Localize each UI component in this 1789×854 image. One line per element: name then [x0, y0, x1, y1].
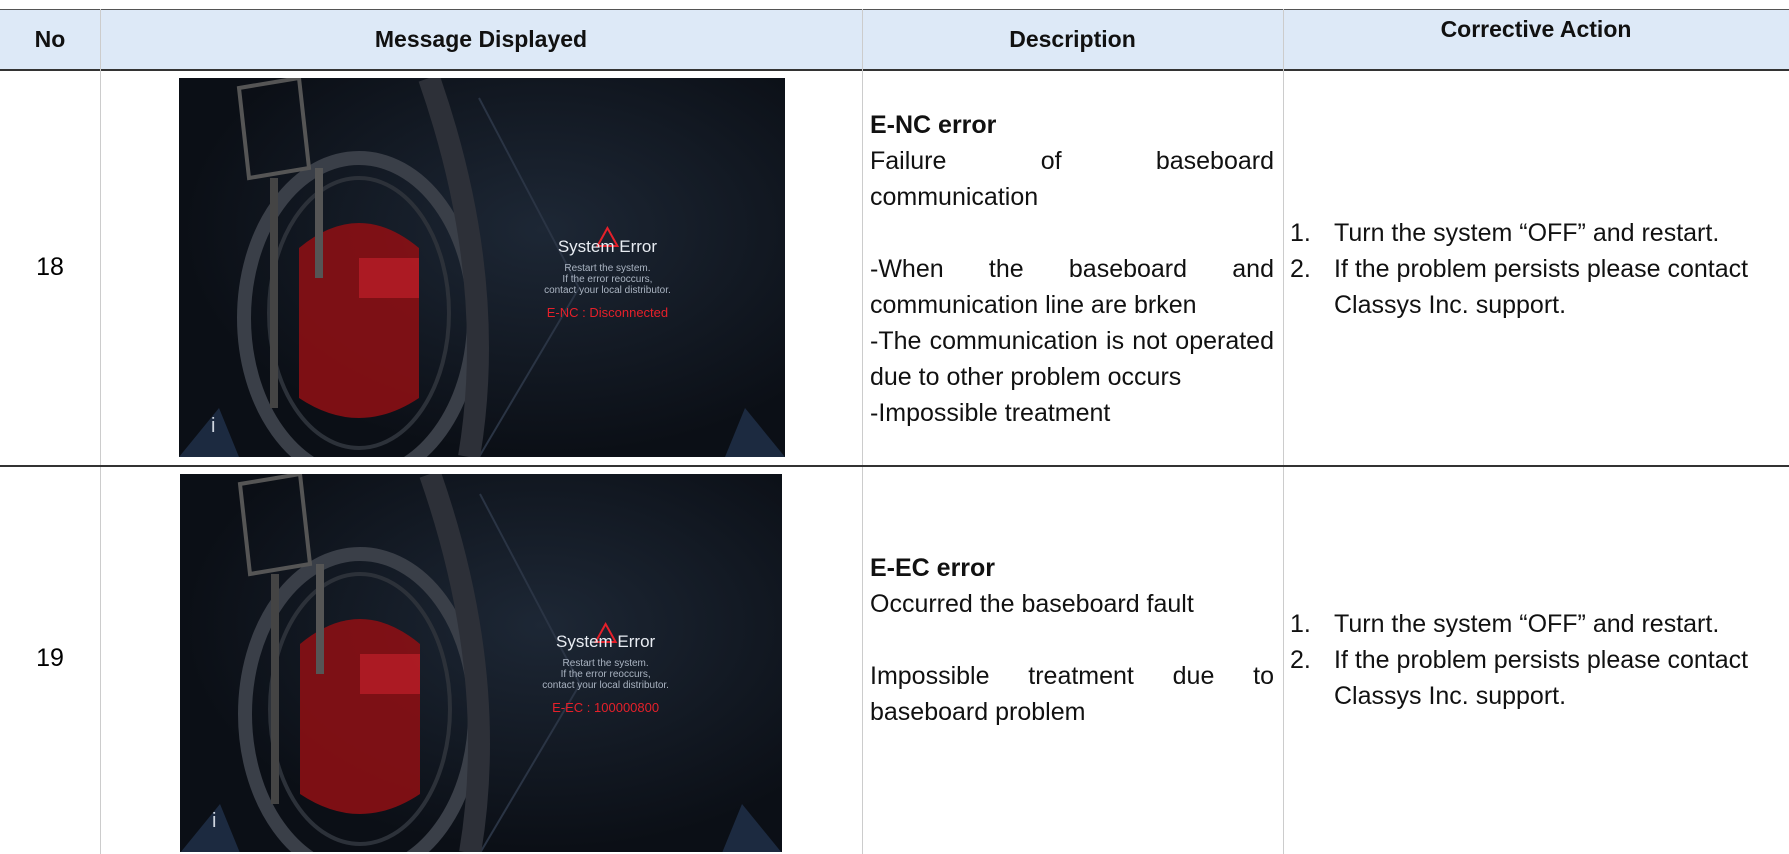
action-marker: 2. [1290, 254, 1311, 283]
description-line: Failure of baseboard communication [870, 146, 1274, 211]
screen-error-code: E-EC : 100000800 [552, 700, 660, 716]
screen-text: contact your local distributor. [542, 680, 669, 692]
description-line: -Impossible treatment [870, 398, 1111, 427]
action-item: 2. If the problem persists please contact… [1290, 642, 1785, 714]
corrective-action: 1. Turn the system “OFF” and restart. 2. If… [1290, 215, 1785, 323]
description: E-NC error Failure of baseboard communica… [870, 107, 1274, 431]
column-separator [100, 9, 101, 854]
row-number: 19 [36, 644, 64, 672]
action-text: Turn the system “OFF” and restart. [1334, 218, 1720, 247]
description: E-EC error Occurred the baseboard fault Im… [870, 550, 1274, 730]
screenshot: System Error Restart the system. If the er… [179, 78, 785, 457]
description-title: E-NC error [870, 110, 997, 139]
header-cell: No [0, 9, 100, 71]
column-separator [1283, 9, 1284, 854]
screen-text: contact your local distributor. [544, 284, 671, 296]
screen-error-code: E-NC : Disconnected [546, 304, 669, 320]
description-line: Impossible treatment due to baseboard pr… [870, 662, 1274, 726]
header-cell: Description [862, 9, 1283, 71]
description-line [870, 622, 1274, 658]
description-title: E-EC error [870, 554, 996, 582]
device-illustration [180, 474, 782, 852]
screen-text: If the error reoccurs, [560, 669, 651, 681]
description-line [870, 215, 1274, 251]
description-line: -When the baseboard and communication li… [870, 254, 1274, 319]
screen-text: Restart the system. [562, 658, 649, 670]
row-number: 18 [36, 252, 64, 281]
screen-title: System Error [556, 632, 656, 652]
header-cell: Corrective Action [1283, 9, 1789, 71]
screen-text: If the error reoccurs, [562, 273, 653, 285]
action-text: If the problem persists please contact C… [1334, 646, 1749, 710]
column-separator [862, 9, 863, 854]
screen-text: Restart the system. [564, 262, 651, 274]
device-illustration [179, 78, 785, 457]
action-item: 2. If the problem persists please contact… [1290, 251, 1785, 323]
action-item: 1. Turn the system “OFF” and restart. [1290, 215, 1785, 251]
description-line: -The communication is not operated due t… [870, 326, 1274, 391]
action-item: 1. Turn the system “OFF” and restart. [1290, 606, 1785, 642]
action-marker: 1. [1290, 218, 1311, 247]
info-icon: i [212, 810, 217, 832]
action-text: If the problem persists please contact C… [1334, 254, 1749, 319]
screenshot: System Error Restart the system. If the er… [180, 474, 782, 852]
action-marker: 2. [1290, 646, 1311, 674]
action-marker: 1. [1290, 610, 1311, 638]
action-text: Turn the system “OFF” and restart. [1334, 610, 1720, 638]
description-line: Occurred the baseboard fault [870, 590, 1194, 618]
corrective-action: 1. Turn the system “OFF” and restart. 2. If… [1290, 606, 1785, 714]
info-icon: i [211, 415, 216, 437]
row-separator [0, 465, 1789, 467]
screen-title: System Error [557, 236, 658, 256]
header-cell: Message Displayed [100, 9, 862, 71]
